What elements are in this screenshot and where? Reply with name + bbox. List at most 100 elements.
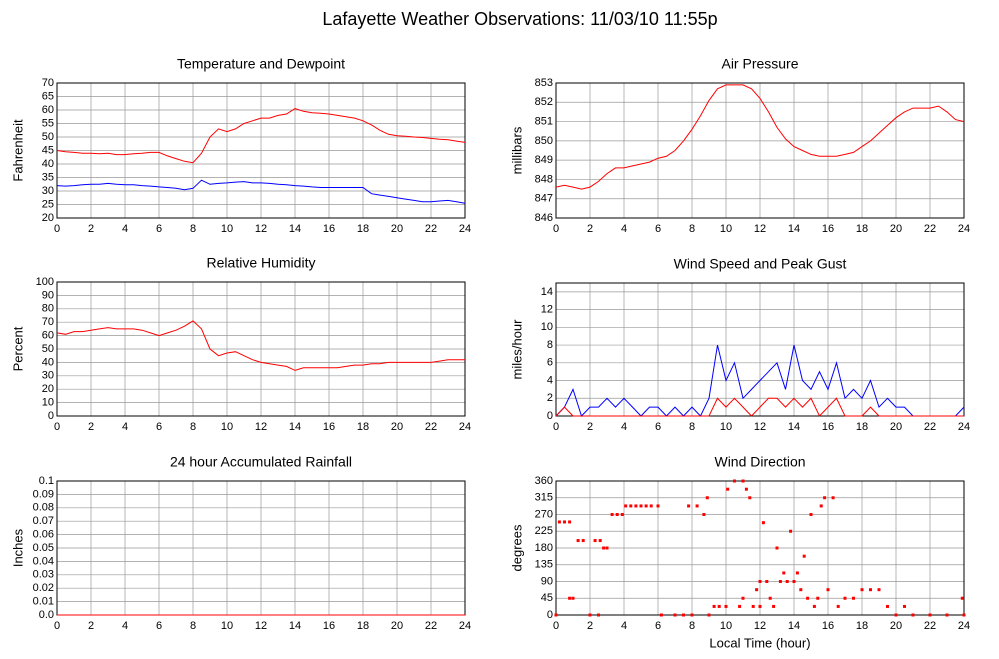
data-point [792, 580, 796, 583]
x-tick-label: 2 [88, 223, 94, 235]
data-point [816, 596, 820, 600]
data-point [568, 596, 572, 600]
data-line [56, 320, 465, 371]
y-tick-label: 0.07 [33, 515, 54, 527]
x-tick-label: 0 [553, 620, 559, 632]
y-tick-label: 0.1 [39, 475, 54, 487]
x-tick-label: 24 [459, 421, 471, 433]
x-tick-label: 24 [958, 223, 970, 235]
x-tick-label: 20 [391, 620, 403, 632]
x-tick-label: 20 [391, 223, 403, 235]
plot-frame [555, 282, 965, 417]
data-point [831, 496, 835, 500]
y-tick-label: 847 [535, 193, 553, 205]
y-tick-label: 8 [547, 339, 553, 351]
x-tick-label: 16 [822, 620, 834, 632]
x-tick-label: 22 [425, 620, 437, 632]
y-tick-label: 12 [541, 304, 553, 316]
data-point [602, 546, 606, 550]
y-tick-label: 851 [535, 115, 553, 127]
data-point [705, 496, 709, 500]
x-tick-label: 20 [890, 421, 902, 433]
data-point [765, 580, 769, 583]
x-tick-label: 18 [856, 223, 868, 235]
data-point [772, 604, 776, 608]
y-tick-label: 0.04 [33, 555, 54, 567]
y-tick-label: 225 [535, 525, 553, 537]
data-point [826, 588, 830, 592]
y-tick-label: 80 [42, 303, 54, 315]
data-point [597, 613, 600, 617]
y-tick-label: 70 [42, 316, 54, 328]
data-point [738, 604, 742, 608]
data-line [555, 397, 964, 417]
data-point [695, 504, 699, 508]
data-point [812, 604, 816, 608]
x-tick-label: 2 [587, 620, 593, 632]
x-tick-label: 12 [255, 223, 267, 235]
x-tick-label: 12 [754, 620, 766, 632]
data-line [56, 108, 466, 164]
data-point [726, 487, 730, 491]
data-point [744, 487, 748, 491]
y-tick-label: 14 [541, 286, 553, 298]
data-point [903, 604, 906, 608]
x-tick-label: 24 [958, 620, 970, 632]
y-tick-label: 135 [535, 559, 553, 571]
x-tick-label: 4 [621, 223, 627, 235]
y-tick-label: 846 [535, 212, 553, 224]
data-point [644, 504, 648, 508]
data-point [598, 539, 602, 543]
y-tick-label: 0 [547, 410, 553, 422]
x-tick-label: 14 [289, 620, 301, 632]
x-tick-label: 18 [856, 421, 868, 433]
data-point [894, 613, 898, 617]
x-tick-label: 6 [156, 223, 162, 235]
data-point [761, 521, 765, 525]
x-tick-label: 22 [924, 421, 936, 433]
x-tick-label: 8 [689, 223, 695, 235]
x-tick-label: 20 [890, 620, 902, 632]
x-tick-label: 20 [890, 223, 902, 235]
data-point [639, 504, 643, 508]
y-tick-label: 60 [42, 330, 54, 342]
y-tick-label: 0.08 [33, 502, 54, 514]
x-tick-label: 12 [255, 421, 267, 433]
x-tick-label: 12 [754, 421, 766, 433]
data-line [555, 84, 965, 190]
data-point [610, 513, 614, 516]
data-point [795, 571, 799, 575]
data-point [712, 604, 716, 608]
data-point [751, 604, 755, 608]
x-tick-label: 14 [289, 223, 301, 235]
x-tick-label: 0 [553, 421, 559, 433]
y-tick-label: 0.05 [33, 542, 54, 554]
x-tick-label: 10 [720, 620, 732, 632]
x-tick-label: 24 [958, 421, 970, 433]
chart-title: Relative Humidity [207, 255, 316, 271]
data-point [588, 613, 592, 617]
data-point [571, 596, 575, 600]
x-tick-label: 14 [289, 421, 301, 433]
data-point [852, 596, 855, 600]
data-point [624, 504, 628, 508]
y-tick-label: 0.09 [33, 488, 54, 500]
data-point [809, 513, 813, 516]
data-point [724, 604, 728, 608]
x-tick-label: 20 [391, 421, 403, 433]
x-tick-label: 10 [720, 421, 732, 433]
data-point [802, 554, 806, 558]
data-point [748, 496, 752, 500]
data-point [806, 596, 810, 600]
y-tick-label: 10 [42, 397, 54, 409]
data-point [634, 504, 638, 508]
plot-frame [555, 82, 965, 219]
y-tick-label: 0.02 [33, 582, 54, 594]
x-tick-label: 18 [357, 223, 369, 235]
data-point [775, 546, 779, 550]
data-point [620, 513, 624, 516]
y-tick-label: 55 [42, 117, 54, 129]
y-tick-label: 850 [535, 135, 553, 147]
data-point [962, 613, 966, 617]
chart-title: Air Pressure [721, 56, 798, 72]
